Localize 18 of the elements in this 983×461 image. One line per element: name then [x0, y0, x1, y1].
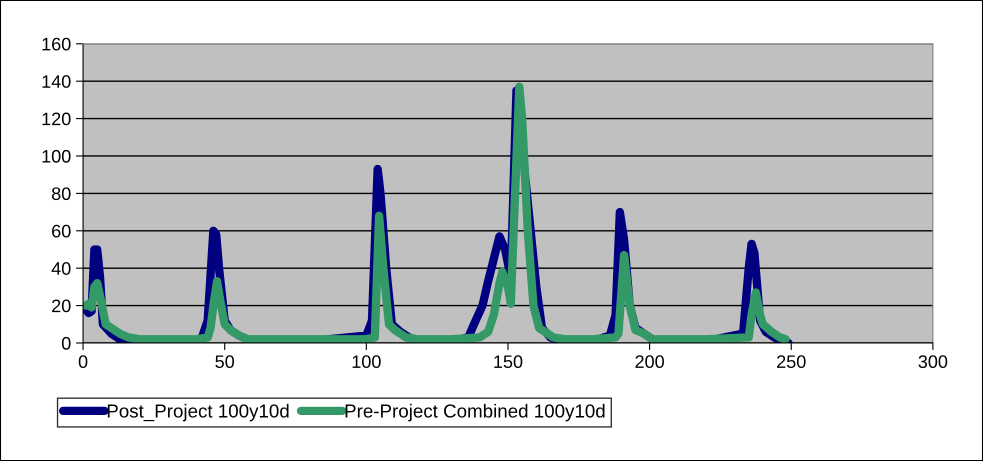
x-tick-label: 200 [635, 355, 664, 368]
x-tick-label: 150 [494, 355, 522, 368]
y-tick-label: 120 [42, 112, 71, 126]
y-tick-label: 80 [52, 187, 71, 200]
x-tick-label: 300 [918, 355, 948, 368]
x-tick-label: 50 [215, 355, 234, 368]
y-tick-label: 0 [62, 336, 71, 350]
y-tick-label: 20 [52, 300, 71, 312]
y-tick-label: 60 [52, 224, 71, 238]
x-tick-label: 250 [777, 355, 806, 368]
legend-label: Pre-Project Combined 100y10d [346, 404, 605, 422]
y-tick-label: 160 [42, 38, 71, 51]
x-tick-label: 100 [352, 355, 381, 368]
x-tick-label: 0 [78, 355, 88, 368]
y-tick-label: 40 [52, 262, 71, 275]
legend-label: Post_Project 100y10d [108, 404, 289, 422]
y-tick-label: 140 [42, 75, 71, 88]
y-tick-label: 100 [42, 150, 71, 163]
